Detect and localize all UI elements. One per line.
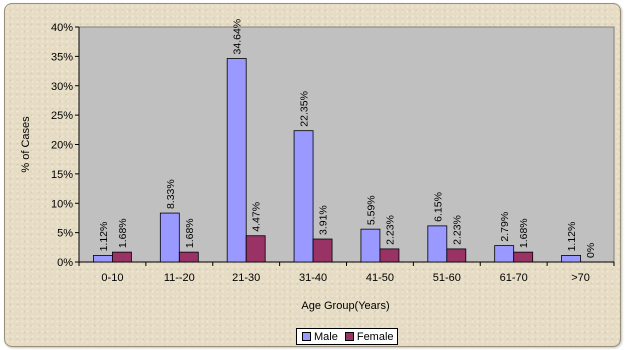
bar-female (513, 251, 534, 263)
y-tick-label: 20% (51, 140, 73, 152)
bar-female (178, 251, 199, 263)
bar-male (226, 58, 247, 263)
data-label-female: 1.68% (117, 218, 129, 248)
data-label-female: 1.68% (518, 218, 530, 248)
y-tick-label: 0% (57, 257, 73, 269)
bar-female (312, 238, 333, 263)
x-tick-label: >70 (571, 272, 590, 284)
y-axis: 0% 5% 10% 15% 20% 25% 30% 35% 40% (51, 22, 80, 269)
bar-male (561, 255, 581, 263)
x-axis-label: Age Group(Years) (301, 300, 389, 312)
data-label-male: 5.59% (365, 195, 377, 225)
y-tick-label: 35% (51, 51, 73, 63)
bar-male (494, 245, 515, 263)
legend-item-female: Female (344, 330, 394, 343)
data-label-female: 4.47% (251, 202, 263, 232)
bar-female (379, 248, 400, 263)
data-label-male: 2.79% (499, 212, 511, 242)
bar-female (446, 248, 467, 263)
bar-male (360, 228, 381, 263)
x-tick-label: 21-30 (232, 272, 260, 284)
bar-female (112, 251, 132, 263)
y-axis-label: % of Cases (20, 116, 32, 173)
data-label-female: 2.23% (451, 215, 463, 245)
y-tick-label: 40% (51, 22, 73, 34)
data-label-male: 34.64% (232, 19, 244, 55)
y-tick-label: 30% (51, 81, 73, 93)
data-label-male: 1.12% (566, 222, 578, 252)
data-label-male: 8.33% (165, 179, 177, 209)
data-label-female: 0% (585, 243, 597, 258)
x-tick-label: 51-60 (433, 272, 461, 284)
bar-female (245, 235, 266, 263)
legend-label-male: Male (314, 330, 338, 343)
data-label-female: 2.23% (384, 215, 396, 245)
y-tick-label: 5% (57, 228, 73, 240)
bar-male (93, 255, 113, 263)
bar-male (427, 225, 448, 263)
legend-swatch-female (344, 332, 354, 341)
data-label-female: 1.68% (184, 218, 196, 248)
data-label-male: 1.12% (98, 222, 110, 252)
data-label-male: 22.35% (299, 91, 311, 127)
legend-swatch-male (302, 332, 311, 341)
x-tick-label: 31-40 (299, 272, 327, 284)
x-tick-label: 11--20 (164, 272, 195, 284)
x-axis: 0-10 11--20 21-30 31-40 41-50 51-60 61-70 >70 (78, 261, 615, 284)
x-tick-label: 61-70 (500, 272, 528, 284)
bar-male (293, 130, 314, 263)
bars: 1.12% 8.33% 34.64% 22.35% 5.59% 6.15% 2.79% 1.1… (93, 19, 597, 263)
x-tick-label: 41-50 (366, 272, 394, 284)
plot-area (78, 26, 615, 263)
x-tick-label: 0-10 (101, 272, 123, 284)
legend: Male Female (296, 328, 398, 345)
y-tick-label: 25% (51, 110, 73, 122)
y-tick-label: 15% (51, 169, 73, 181)
data-label-male: 6.15% (432, 192, 444, 222)
legend-item-male: Male (302, 331, 338, 343)
data-label-female: 3.91% (318, 205, 330, 235)
bar-male (159, 212, 180, 263)
legend-label-female: Female (356, 330, 394, 343)
y-tick-label: 10% (51, 198, 73, 210)
